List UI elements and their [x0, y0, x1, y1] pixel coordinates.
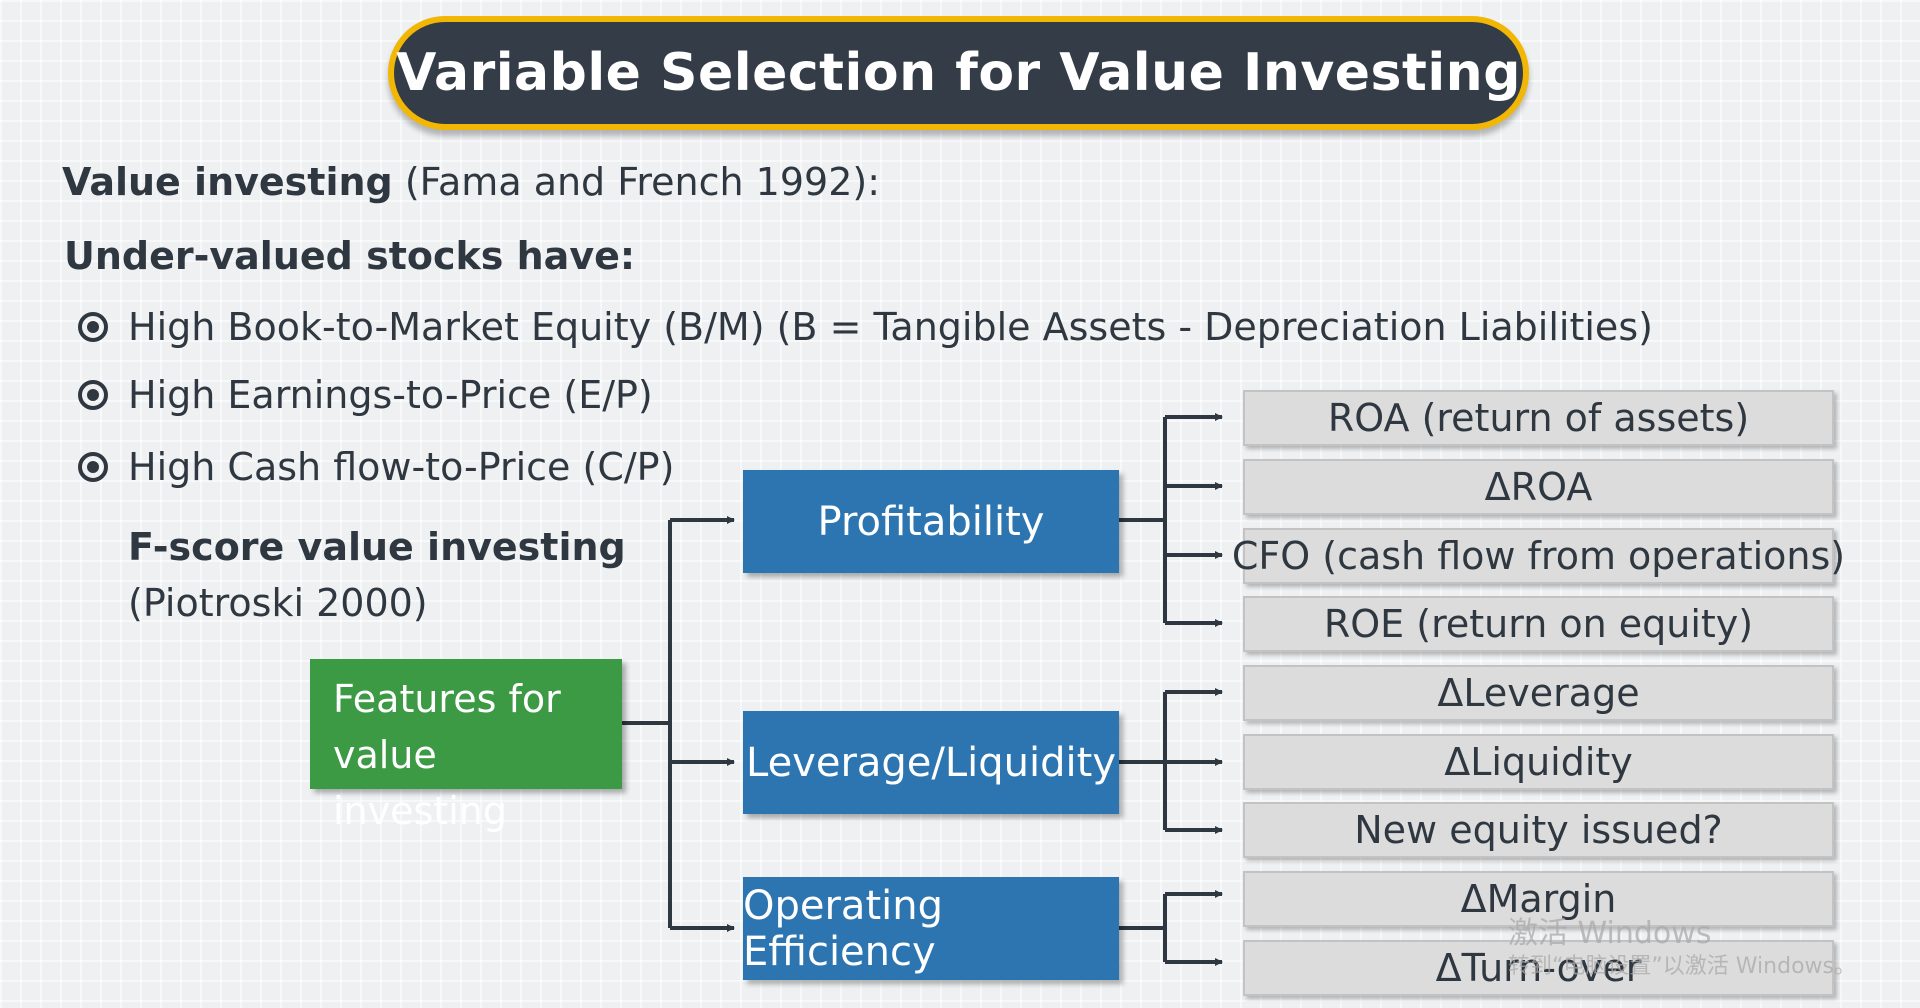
root-node-line1: Features for	[333, 677, 561, 721]
radio-bullet-icon	[78, 312, 108, 342]
feature-delta-margin: ΔMargin	[1243, 871, 1834, 927]
feature-delta-liquidity: ΔLiquidity	[1243, 734, 1834, 790]
activation-watermark-title: 激活 Windows	[1508, 916, 1712, 951]
radio-bullet-icon	[78, 452, 108, 482]
category-profitability: Profitability	[743, 470, 1119, 573]
feature-delta-leverage: ΔLeverage	[1243, 665, 1834, 721]
category-leverage-liquidity: Leverage/Liquidity	[743, 711, 1119, 814]
bullet-item: High Cash flow-to-Price (C/P)	[78, 445, 674, 489]
fscore-citation: (Piotroski 2000)	[128, 581, 428, 625]
subheading: Under-valued stocks have:	[64, 234, 636, 278]
bullet-text: High Book-to-Market Equity (B/M) (B = Ta…	[128, 305, 1653, 349]
bullet-item: High Book-to-Market Equity (B/M) (B = Ta…	[78, 305, 1653, 349]
category-operating-efficiency: Operating Efficiency	[743, 877, 1119, 980]
fscore-title: F-score value investing	[128, 525, 626, 569]
intro-bold: Value investing	[62, 160, 393, 204]
activation-watermark-subtitle: 转到“电脑设置”以激活 Windows。	[1508, 954, 1856, 979]
slide-title: Variable Selection for Value Investing	[388, 16, 1529, 130]
root-node-features: Features for value investing	[310, 659, 622, 833]
root-node-line2: value investing	[333, 733, 507, 833]
bullet-item: High Earnings-to-Price (E/P)	[78, 373, 653, 417]
feature-delta-roa: ΔROA	[1243, 459, 1834, 515]
radio-bullet-icon	[78, 380, 108, 410]
feature-new-equity: New equity issued?	[1243, 802, 1834, 858]
feature-roe: ROE (return on equity)	[1243, 596, 1834, 652]
intro-citation: (Fama and French 1992):	[392, 160, 880, 204]
bullet-text: High Earnings-to-Price (E/P)	[128, 373, 653, 417]
intro-line: Value investing (Fama and French 1992):	[62, 160, 880, 204]
bullet-text: High Cash flow-to-Price (C/P)	[128, 445, 675, 489]
feature-roa: ROA (return of assets)	[1243, 390, 1834, 446]
feature-delta-turnover: ΔTurn-over	[1243, 940, 1834, 996]
feature-cfo: CFO (cash flow from operations)	[1232, 528, 1845, 584]
